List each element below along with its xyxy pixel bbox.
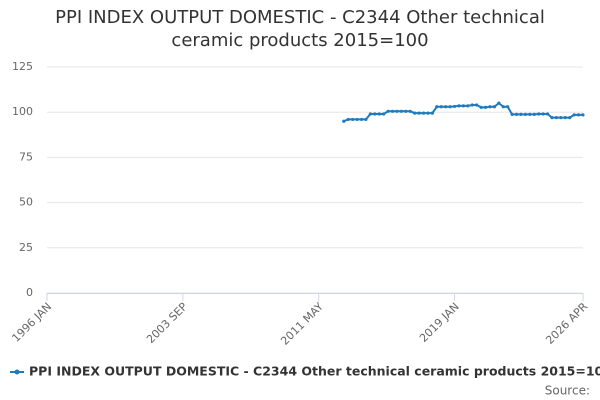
point	[408, 109, 412, 113]
point	[399, 109, 403, 113]
point	[377, 112, 381, 116]
point	[421, 111, 426, 115]
point	[483, 105, 488, 109]
point	[382, 112, 386, 116]
point	[479, 105, 483, 109]
point	[545, 112, 550, 116]
point	[404, 109, 408, 113]
x-tick-label: 2019 JAN	[417, 300, 462, 345]
y-tick-label: 125	[12, 60, 33, 73]
point	[501, 105, 505, 109]
y-tick-label: 75	[19, 150, 33, 163]
point	[390, 109, 395, 113]
point	[430, 111, 434, 115]
point	[550, 116, 554, 120]
point	[541, 112, 545, 116]
point	[528, 112, 532, 116]
y-tick-label: 25	[19, 241, 33, 254]
point	[576, 113, 581, 117]
point	[572, 113, 576, 117]
point	[510, 112, 514, 116]
point	[461, 104, 465, 108]
x-tick-label: 2003 SEP	[144, 300, 190, 346]
point	[359, 117, 364, 122]
point	[413, 111, 417, 115]
point	[342, 119, 346, 123]
point	[386, 109, 390, 113]
point	[457, 104, 461, 108]
point	[581, 113, 585, 117]
point	[488, 105, 492, 109]
point	[492, 105, 497, 109]
point	[395, 109, 399, 113]
y-tick-label: 0	[26, 286, 33, 299]
chart-title: PPI INDEX OUTPUT DOMESTIC - C2344 Other …	[55, 7, 545, 51]
x-tick-label: 1996 JAN	[9, 300, 54, 345]
point	[435, 105, 439, 109]
point	[514, 112, 519, 116]
point	[452, 104, 457, 109]
point	[364, 117, 368, 122]
point	[351, 117, 355, 122]
x-tick-label: 2026 APR	[543, 300, 590, 347]
point	[506, 105, 510, 109]
legend-label: PPI INDEX OUTPUT DOMESTIC - C2344 Other …	[29, 364, 600, 379]
point	[439, 105, 443, 109]
y-tick-label: 100	[12, 105, 33, 118]
point	[355, 117, 359, 122]
point	[537, 112, 541, 116]
y-tick-label: 50	[19, 196, 33, 209]
point	[466, 104, 470, 108]
point	[448, 105, 452, 109]
point	[346, 117, 350, 122]
point	[497, 101, 501, 105]
point	[368, 112, 372, 116]
point	[444, 105, 448, 109]
point	[568, 116, 572, 120]
point	[373, 112, 377, 116]
point	[559, 116, 563, 120]
x-tick-label: 2011 MAY	[278, 300, 326, 348]
point	[417, 111, 421, 115]
point	[532, 112, 536, 116]
source: Source:	[545, 384, 590, 398]
point	[426, 111, 430, 115]
point	[554, 116, 559, 120]
point	[470, 103, 474, 107]
point	[523, 112, 528, 116]
point	[475, 103, 479, 107]
point	[563, 116, 567, 120]
point	[519, 112, 523, 116]
legend-marker	[14, 369, 20, 375]
